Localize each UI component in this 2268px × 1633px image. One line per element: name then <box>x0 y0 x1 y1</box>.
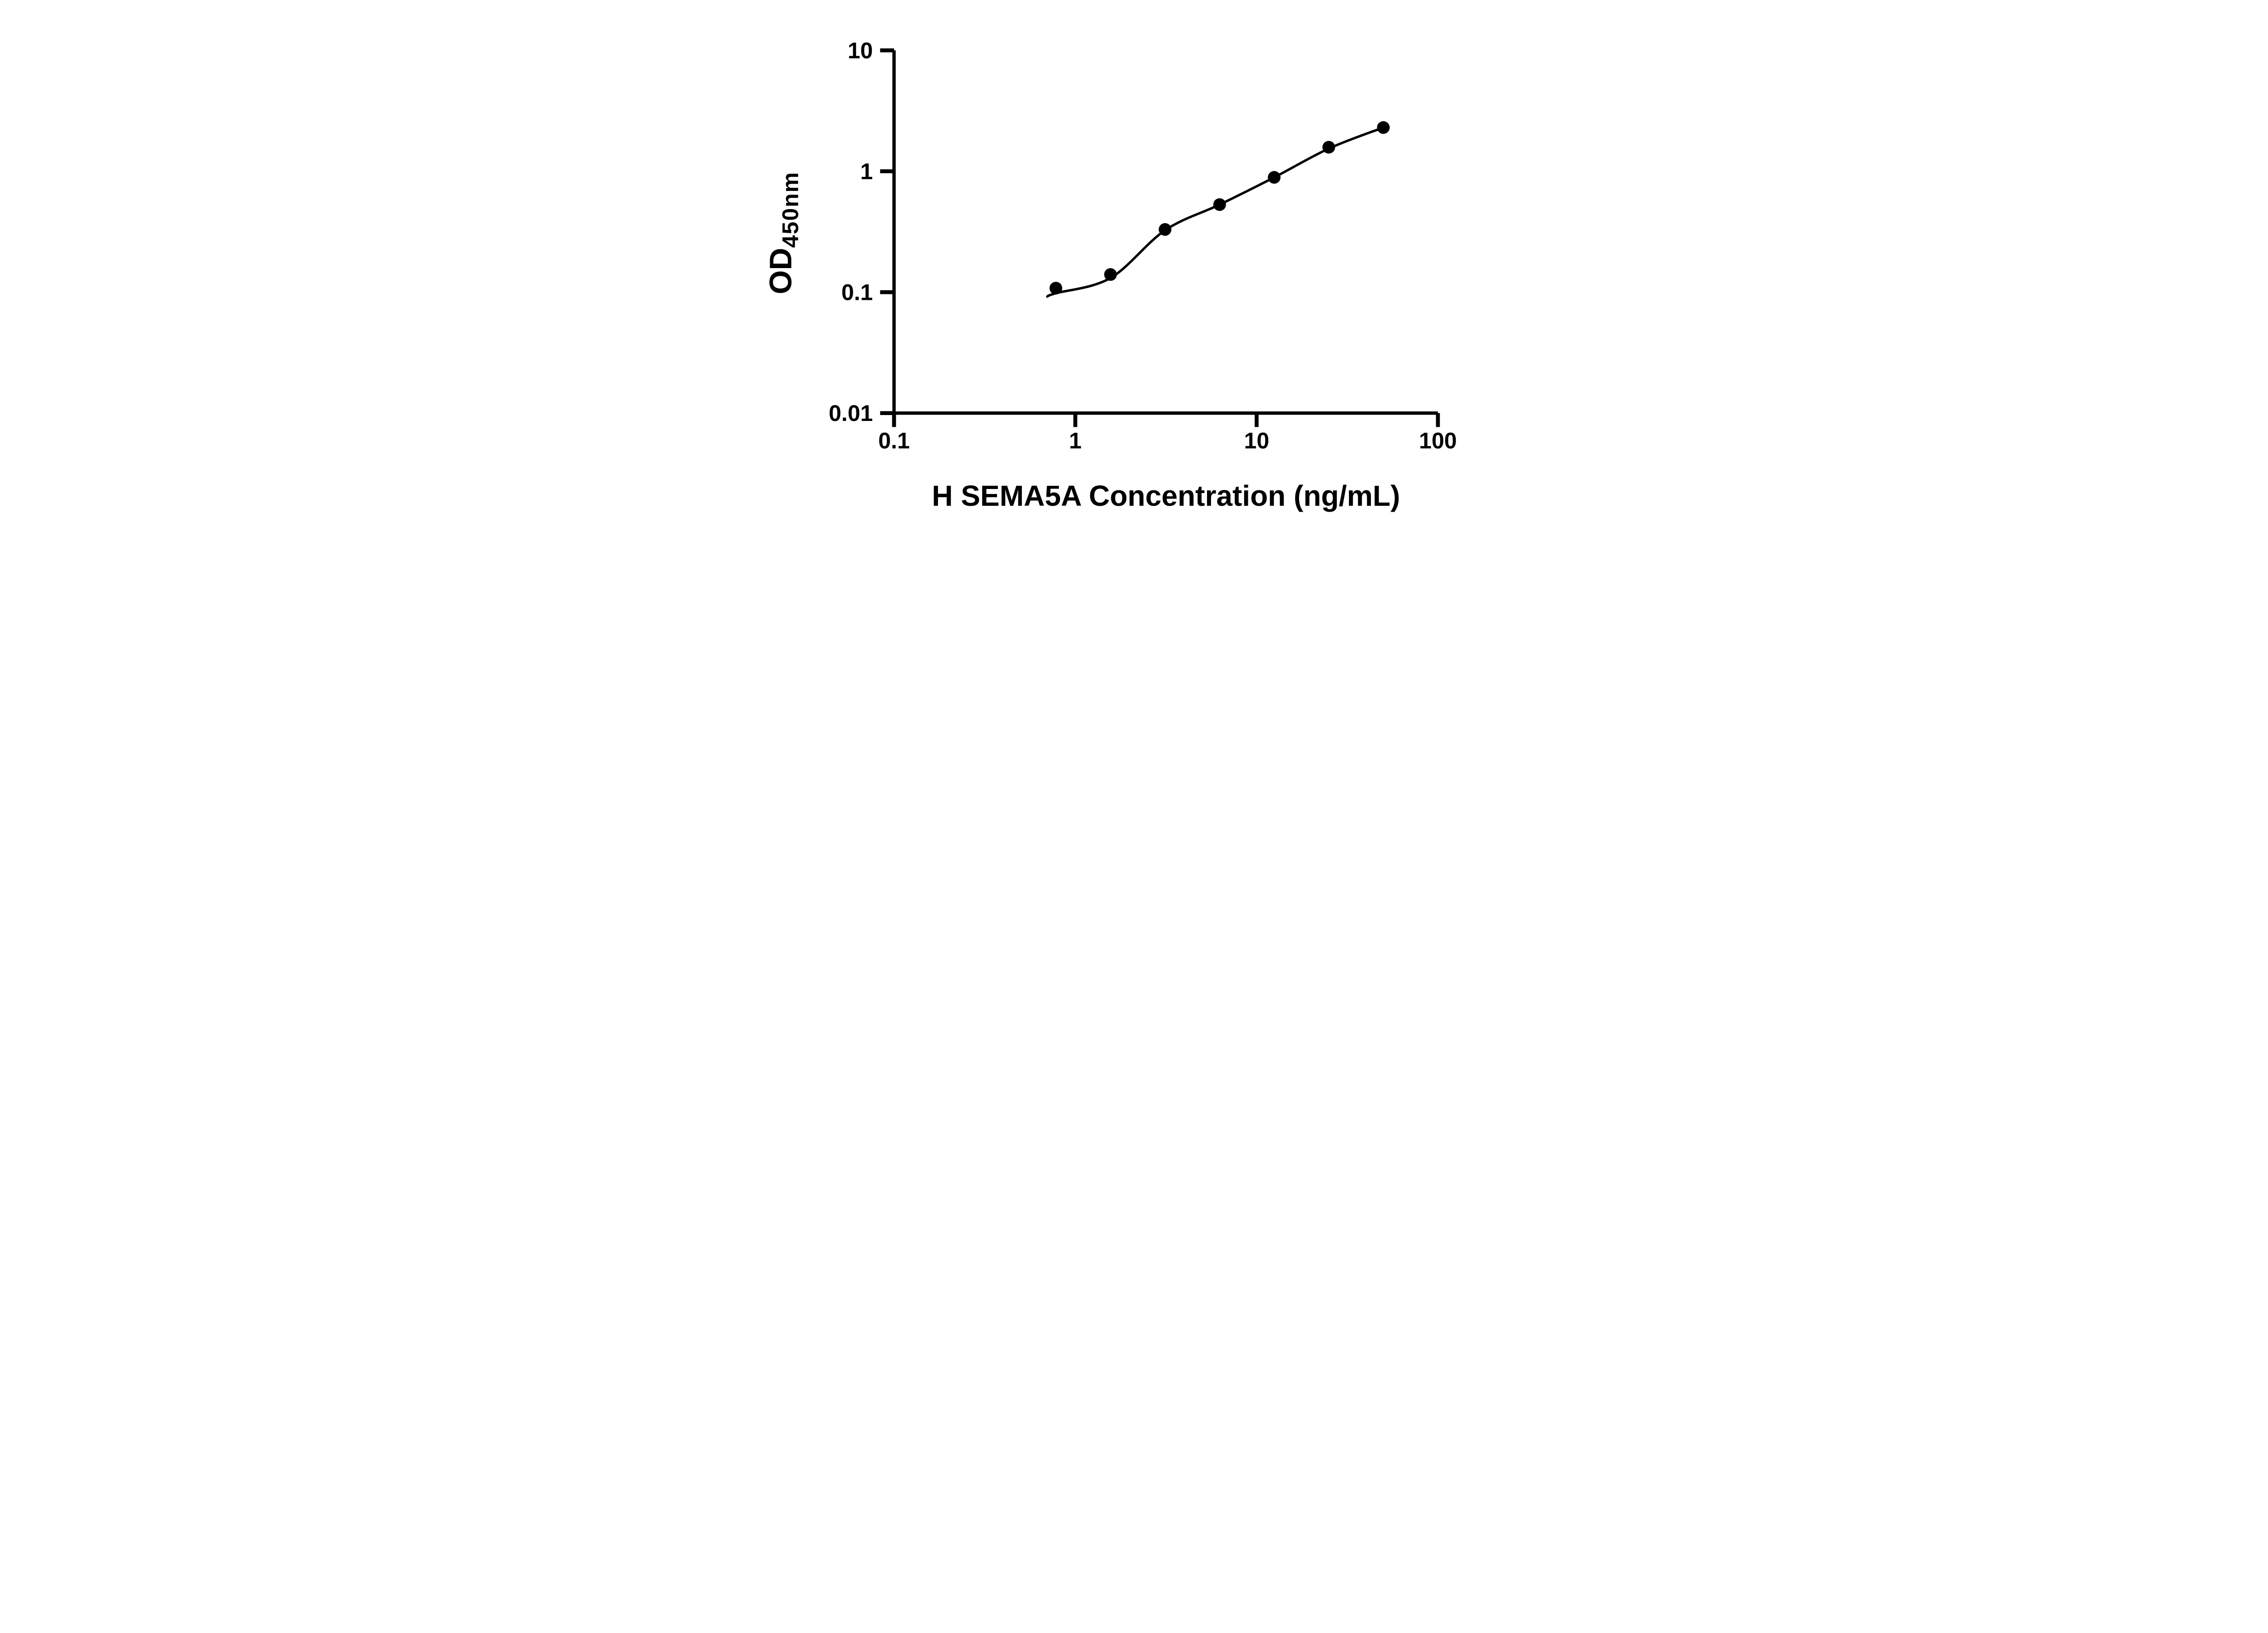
x-tick-label: 1 <box>1069 428 1082 454</box>
fit-curve <box>1046 126 1385 298</box>
x-tick-label: 10 <box>1244 428 1270 454</box>
data-point-marker <box>1268 171 1281 184</box>
y-axis-title-main: OD <box>764 248 798 294</box>
data-point-marker <box>1158 223 1172 236</box>
y-tick-label: 1 <box>860 159 873 184</box>
data-point-marker <box>1049 282 1062 295</box>
y-tick-label: 0.1 <box>841 279 873 305</box>
x-axis-title: H SEMA5A Concentration (ng/mL) <box>932 479 1400 512</box>
data-point-marker <box>1213 198 1226 211</box>
y-tick-label: 10 <box>848 38 873 63</box>
y-axis-title-subscript: 450nm <box>778 171 803 248</box>
data-point-marker <box>1104 268 1117 281</box>
data-point-marker <box>1322 141 1335 154</box>
y-tick-label: 0.01 <box>829 401 873 426</box>
data-point-marker <box>1377 121 1390 134</box>
x-tick-label: 0.1 <box>878 428 910 454</box>
elisa-standard-curve-figure: 0.01 0.1 1 10 0.1 1 10 100 H SEMA5A Concentratio… <box>745 0 1523 544</box>
x-tick-label: 100 <box>1419 428 1457 454</box>
y-axis-title: OD450nm <box>764 171 803 294</box>
